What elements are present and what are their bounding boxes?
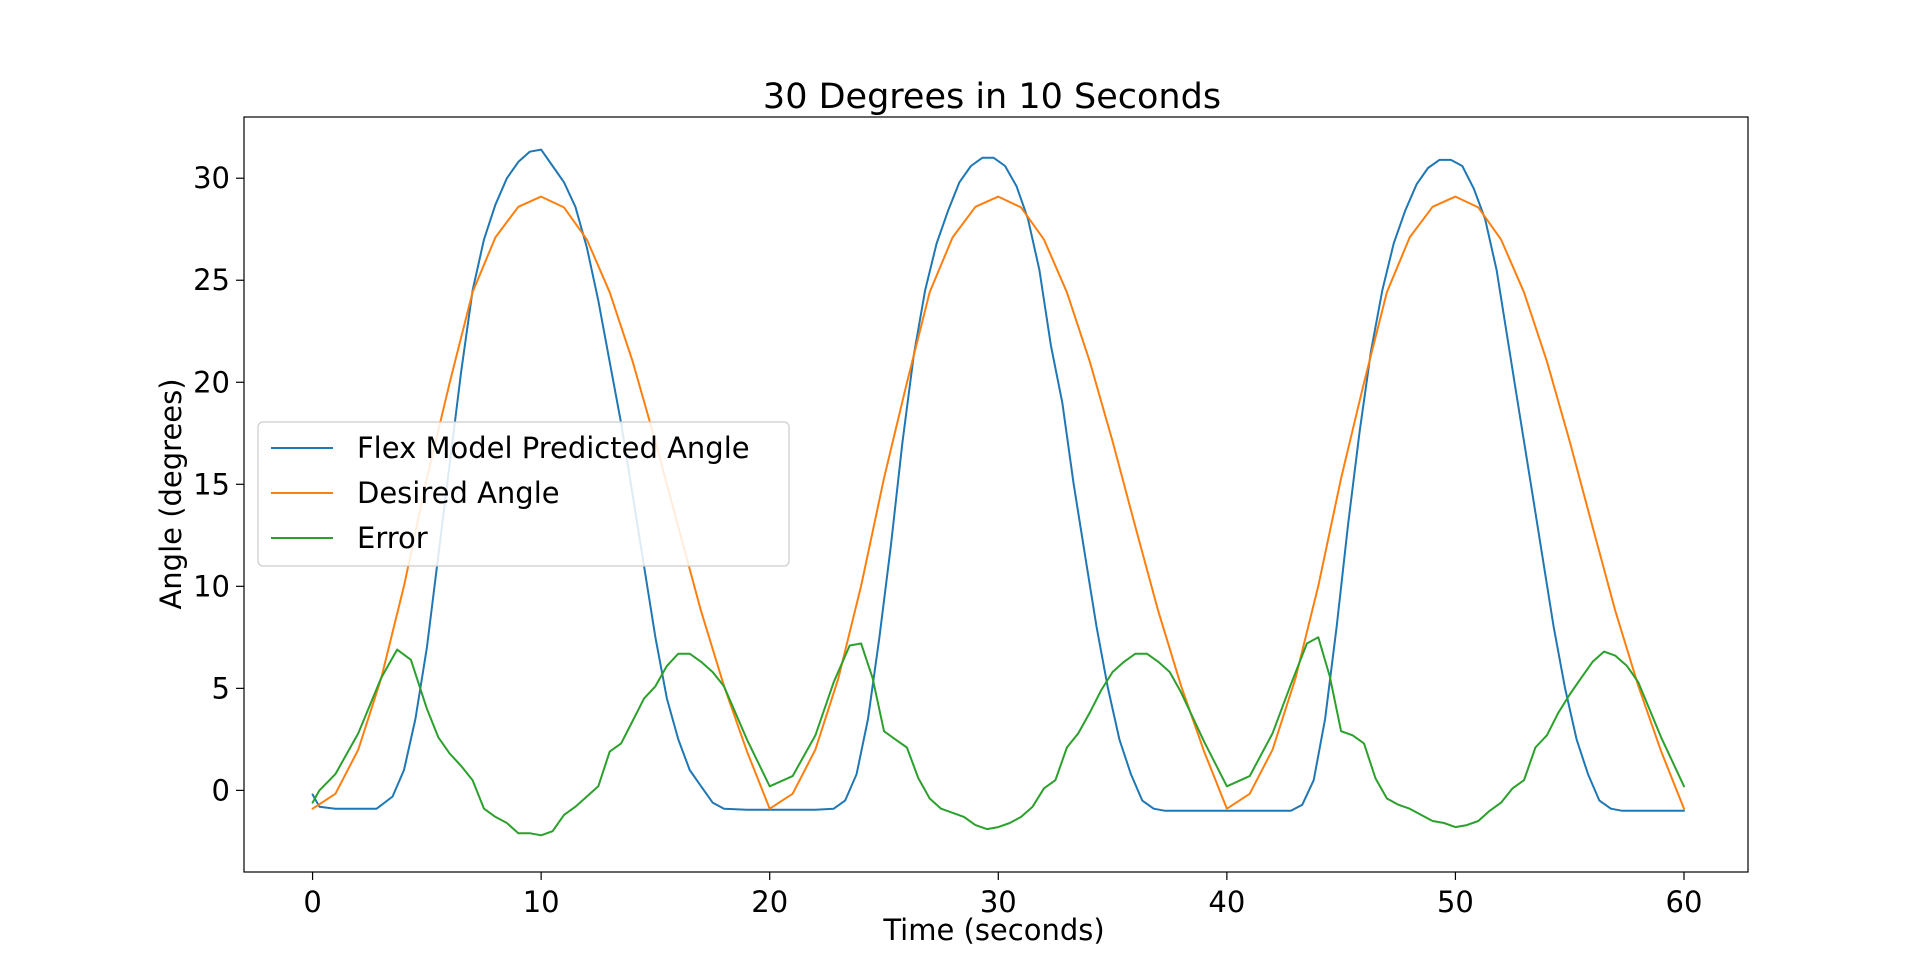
x-tick-label: 0 (303, 885, 321, 919)
x-tick-label: 10 (523, 885, 560, 919)
series-line-0 (311, 148, 1685, 812)
axes-frame (243, 116, 1749, 873)
y-tick-label: 25 (193, 263, 230, 297)
legend-label-flex-model: Flex Model Predicted Angle (357, 431, 750, 465)
y-axis-ticks: 0 5 10 15 20 25 30 (193, 161, 244, 807)
plot-area (311, 148, 1685, 837)
series-line-2 (311, 636, 1685, 837)
x-tick-label: 50 (1437, 885, 1474, 919)
x-axis-label: Time (seconds) (882, 913, 1104, 947)
chart-title: 30 Degrees in 10 Seconds (763, 77, 1221, 117)
x-tick-label: 30 (980, 885, 1017, 919)
legend-label-error: Error (357, 521, 428, 555)
legend-box (257, 421, 790, 567)
legend: Flex Model Predicted Angle Desired Angle… (257, 421, 790, 567)
legend-label-desired-angle: Desired Angle (357, 476, 560, 510)
series-line-1 (311, 195, 1685, 810)
y-tick-label: 15 (193, 467, 230, 501)
y-tick-label: 10 (193, 569, 230, 603)
y-tick-label: 20 (193, 365, 230, 399)
x-tick-label: 60 (1666, 885, 1703, 919)
y-tick-label: 5 (212, 671, 230, 705)
y-axis-label: Angle (degrees) (154, 378, 188, 609)
x-axis-ticks: 0 10 20 30 40 50 60 (303, 872, 1702, 919)
y-tick-label: 0 (212, 773, 230, 807)
x-tick-label: 20 (751, 885, 788, 919)
x-tick-label: 40 (1208, 885, 1245, 919)
y-tick-label: 30 (193, 161, 230, 195)
